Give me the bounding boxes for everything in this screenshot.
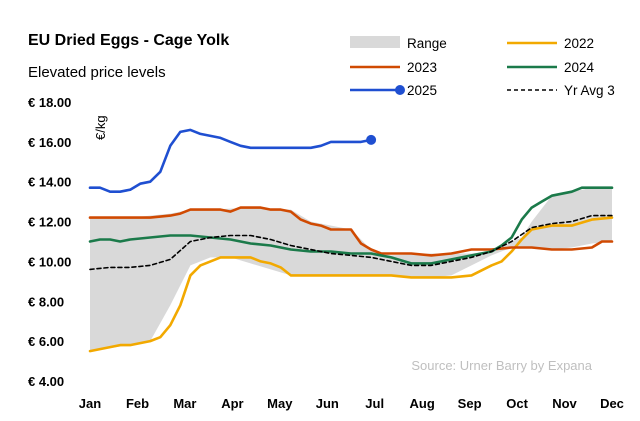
series-marker-2025 [366, 134, 377, 145]
y-tick-label: € 16.00 [28, 135, 71, 150]
legend-swatch-range [350, 36, 400, 48]
y-tick-label: € 4.00 [28, 374, 64, 389]
x-tick-label: Nov [552, 396, 577, 411]
x-tick-label: May [267, 396, 293, 411]
legend-label-range: Range [407, 36, 447, 51]
chart-title: EU Dried Eggs - Cage Yolk [28, 32, 229, 49]
legend-marker-2025 [395, 85, 405, 95]
legend-label-2025: 2025 [407, 83, 437, 98]
range-band-layer [90, 187, 612, 352]
source-note: Source: Urner Barry by Expana [411, 358, 592, 373]
series-line-2022 [88, 216, 614, 353]
legend-label-2023: 2023 [407, 60, 437, 75]
legend-label-yr-avg-3: Yr Avg 3 [564, 83, 615, 98]
x-tick-label: Oct [506, 396, 528, 411]
x-axis: Jan Feb Mar Apr May Jun Jul Aug Sep Oct Nov Dec [79, 396, 624, 411]
y-axis: € 4.00 € 6.00 € 8.00 € 10.00 € 12.00 € 14.00 €… [28, 95, 71, 389]
chart-subtitle: Elevated price levels [28, 64, 166, 81]
x-tick-label: Feb [126, 396, 149, 411]
series-line-2023 [88, 206, 614, 257]
x-tick-label: Jan [79, 396, 101, 411]
series-line-2025 [88, 128, 373, 193]
x-tick-label: Dec [600, 396, 624, 411]
legend: Range 2022 2023 2024 2025 Yr Avg 3 [350, 36, 615, 98]
range-band [90, 187, 612, 352]
series-layer [88, 128, 614, 353]
x-tick-label: Apr [221, 396, 243, 411]
y-tick-label: € 12.00 [28, 215, 71, 230]
y-tick-label: € 14.00 [28, 175, 71, 190]
y-axis-label: €/kg [93, 115, 108, 140]
y-tick-label: € 6.00 [28, 334, 64, 349]
legend-label-2024: 2024 [564, 60, 595, 75]
legend-label-2022: 2022 [564, 36, 594, 51]
y-tick-label: € 8.00 [28, 294, 64, 309]
x-tick-label: Jun [316, 396, 339, 411]
series-line-2024 [88, 186, 614, 265]
y-tick-label: € 18.00 [28, 95, 71, 110]
x-tick-label: Sep [458, 396, 482, 411]
x-tick-label: Jul [365, 396, 384, 411]
y-tick-label: € 10.00 [28, 254, 71, 269]
x-tick-label: Aug [410, 396, 435, 411]
x-tick-label: Mar [173, 396, 196, 411]
series-line-yr-avg-3 [89, 214, 613, 271]
